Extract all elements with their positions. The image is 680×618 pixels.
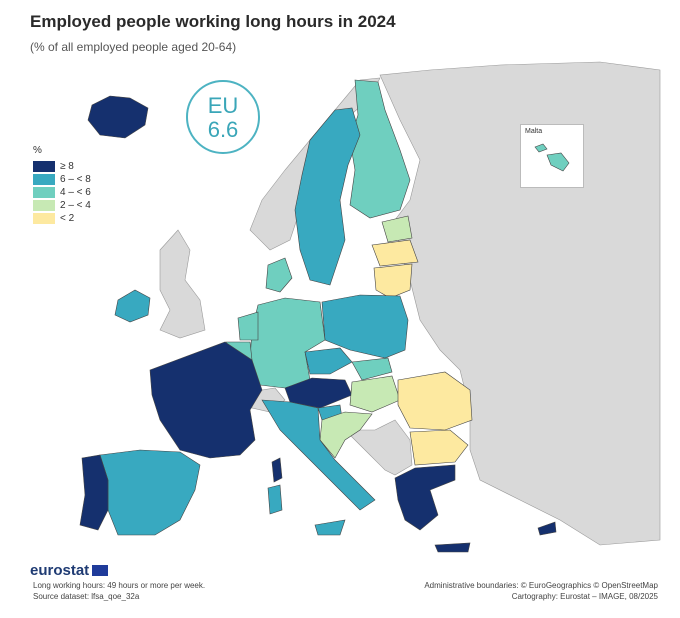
legend-swatch (33, 200, 55, 211)
map-subtitle: (% of all employed people aged 20-64) (30, 40, 237, 54)
malta-label: Malta (525, 128, 543, 135)
country-netherlands (237, 311, 259, 341)
legend-label: < 2 (60, 213, 75, 224)
europe-map (79, 61, 661, 553)
footer-note: Long working hours: 49 hours or more per… (33, 580, 205, 602)
country-italy (261, 399, 376, 511)
legend-item: 2 – < 4 (33, 199, 91, 212)
country-france (149, 341, 263, 459)
country-sicily (314, 519, 346, 536)
country-greece (394, 464, 456, 531)
source-note: Source dataset: lfsa_qoe_32a (33, 592, 140, 601)
legend-swatch (33, 213, 55, 224)
country-ireland (114, 289, 151, 323)
eu-badge-value: 6.6 (207, 117, 239, 142)
country-lithuania (373, 263, 413, 299)
eu-badge-label: EU (207, 93, 239, 118)
non-eu-balkans (344, 419, 413, 476)
non-eu-land-east (379, 61, 661, 546)
legend-item: < 2 (33, 212, 91, 225)
legend-label: ≥ 8 (60, 161, 74, 172)
country-sardinia (267, 484, 283, 515)
legend-unit: % (33, 145, 42, 156)
country-latvia (371, 239, 419, 267)
definition-note: Long working hours: 49 hours or more per… (33, 581, 206, 590)
country-cyprus (537, 521, 557, 536)
country-denmark (265, 257, 293, 293)
country-corsica (271, 457, 283, 483)
legend-item: 6 – < 8 (33, 173, 91, 186)
legend: % ≥ 8 6 – < 8 4 – < 6 2 – < 4 < 2 (33, 145, 91, 225)
footer-credits: Administrative boundaries: © EuroGeograp… (424, 580, 658, 602)
legend-label: 6 – < 8 (60, 174, 91, 185)
malta-inset: Malta (520, 124, 584, 188)
logo-text: eurostat (30, 562, 90, 579)
country-sweden (294, 107, 361, 286)
malta-shape (534, 143, 570, 172)
country-spain (99, 449, 201, 536)
legend-item: ≥ 8 (33, 160, 91, 173)
non-eu-uk (159, 229, 206, 339)
cartography-credit: Cartography: Eurostat – IMAGE, 08/2025 (511, 592, 658, 601)
legend-item: 4 – < 6 (33, 186, 91, 199)
country-bulgaria (409, 429, 469, 466)
country-poland (321, 294, 409, 359)
legend-swatch (33, 187, 55, 198)
country-germany (249, 297, 326, 389)
eu-average-badge: EU 6.6 (186, 80, 260, 154)
eu-flag-icon (92, 565, 109, 576)
legend-swatch (33, 174, 55, 185)
country-czechia (304, 347, 353, 375)
country-romania (397, 371, 473, 431)
boundaries-credit: Administrative boundaries: © EuroGeograp… (424, 581, 658, 590)
country-crete (434, 542, 471, 553)
legend-swatch (33, 161, 55, 172)
country-hungary (349, 375, 401, 413)
country-iceland (87, 95, 149, 139)
country-portugal (79, 454, 109, 531)
country-estonia (381, 215, 413, 243)
country-slovakia (351, 357, 393, 381)
map-title: Employed people working long hours in 20… (30, 12, 396, 31)
legend-label: 2 – < 4 (60, 200, 91, 211)
eurostat-logo: eurostat (30, 562, 109, 579)
legend-label: 4 – < 6 (60, 187, 91, 198)
